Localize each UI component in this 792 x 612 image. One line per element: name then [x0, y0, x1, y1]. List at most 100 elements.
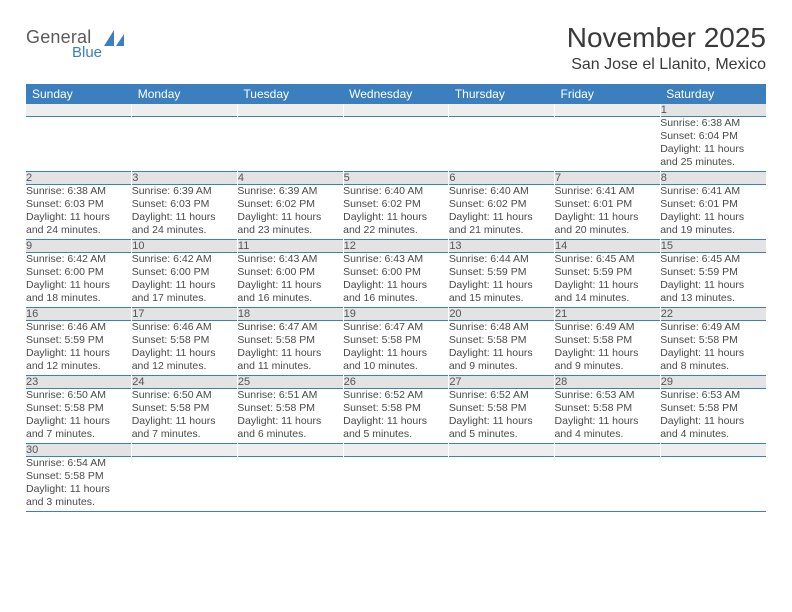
sunrise-text: Sunrise: 6:53 AM: [660, 389, 766, 402]
daylight1-text: Daylight: 11 hours: [555, 415, 661, 428]
daylight1-text: Daylight: 11 hours: [449, 415, 555, 428]
sunset-text: Sunset: 6:04 PM: [660, 130, 766, 143]
day-number-cell: 24: [132, 376, 238, 389]
daylight1-text: Daylight: 11 hours: [449, 279, 555, 292]
sunrise-text: Sunrise: 6:50 AM: [26, 389, 132, 402]
day-number-cell: 22: [660, 308, 766, 321]
day-number-cell: 11: [237, 240, 343, 253]
daylight2-text: and 9 minutes.: [449, 360, 555, 373]
calendar-header-row: Sunday Monday Tuesday Wednesday Thursday…: [26, 84, 766, 104]
calendar-body: 1Sunrise: 6:38 AMSunset: 6:04 PMDaylight…: [26, 104, 766, 512]
day-content-cell: [237, 457, 343, 512]
day-number-cell: 6: [449, 172, 555, 185]
daylight2-text: and 7 minutes.: [132, 428, 238, 441]
daylight2-text: and 23 minutes.: [237, 224, 343, 237]
day-number-cell: 4: [237, 172, 343, 185]
sunrise-text: Sunrise: 6:49 AM: [660, 321, 766, 334]
daylight2-text: and 22 minutes.: [343, 224, 449, 237]
daylight2-text: and 24 minutes.: [26, 224, 132, 237]
day-content-row: Sunrise: 6:42 AMSunset: 6:00 PMDaylight:…: [26, 253, 766, 308]
daylight1-text: Daylight: 11 hours: [26, 279, 132, 292]
sunset-text: Sunset: 5:58 PM: [237, 402, 343, 415]
sunset-text: Sunset: 6:03 PM: [26, 198, 132, 211]
sunrise-text: Sunrise: 6:53 AM: [555, 389, 661, 402]
day-content-row: Sunrise: 6:46 AMSunset: 5:59 PMDaylight:…: [26, 321, 766, 376]
daylight2-text: and 4 minutes.: [660, 428, 766, 441]
daylight1-text: Daylight: 11 hours: [237, 415, 343, 428]
sunrise-text: Sunrise: 6:43 AM: [343, 253, 449, 266]
sunrise-text: Sunrise: 6:42 AM: [26, 253, 132, 266]
sunset-text: Sunset: 5:58 PM: [343, 402, 449, 415]
sunrise-text: Sunrise: 6:42 AM: [132, 253, 238, 266]
day-content-cell: Sunrise: 6:38 AMSunset: 6:04 PMDaylight:…: [660, 117, 766, 172]
day-number-cell: 23: [26, 376, 132, 389]
day-content-cell: [555, 457, 661, 512]
daylight1-text: Daylight: 11 hours: [132, 415, 238, 428]
daylight1-text: Daylight: 11 hours: [132, 347, 238, 360]
day-content-row: Sunrise: 6:50 AMSunset: 5:58 PMDaylight:…: [26, 389, 766, 444]
daylight2-text: and 24 minutes.: [132, 224, 238, 237]
day-content-cell: Sunrise: 6:51 AMSunset: 5:58 PMDaylight:…: [237, 389, 343, 444]
daylight1-text: Daylight: 11 hours: [237, 279, 343, 292]
sunrise-text: Sunrise: 6:46 AM: [26, 321, 132, 334]
daylight1-text: Daylight: 11 hours: [555, 279, 661, 292]
daylight1-text: Daylight: 11 hours: [237, 211, 343, 224]
day-number-cell: 14: [555, 240, 661, 253]
day-number-cell: 29: [660, 376, 766, 389]
day-number-row: 9101112131415: [26, 240, 766, 253]
daylight2-text: and 12 minutes.: [26, 360, 132, 373]
sunrise-text: Sunrise: 6:49 AM: [555, 321, 661, 334]
daylight2-text: and 3 minutes.: [26, 496, 132, 509]
sunset-text: Sunset: 5:59 PM: [660, 266, 766, 279]
logo-text: General Blue: [26, 28, 102, 60]
sunset-text: Sunset: 6:00 PM: [237, 266, 343, 279]
sunset-text: Sunset: 6:03 PM: [132, 198, 238, 211]
daylight2-text: and 5 minutes.: [343, 428, 449, 441]
sunrise-text: Sunrise: 6:38 AM: [26, 185, 132, 198]
day-content-cell: Sunrise: 6:50 AMSunset: 5:58 PMDaylight:…: [132, 389, 238, 444]
day-content-cell: [343, 117, 449, 172]
sunset-text: Sunset: 5:58 PM: [26, 402, 132, 415]
daylight2-text: and 16 minutes.: [237, 292, 343, 305]
day-number-cell: 15: [660, 240, 766, 253]
sunset-text: Sunset: 5:58 PM: [237, 334, 343, 347]
sunset-text: Sunset: 5:58 PM: [555, 402, 661, 415]
day-content-cell: [132, 457, 238, 512]
sunset-text: Sunset: 5:59 PM: [449, 266, 555, 279]
daylight1-text: Daylight: 11 hours: [343, 347, 449, 360]
day-number-cell: 20: [449, 308, 555, 321]
day-number-cell: 26: [343, 376, 449, 389]
daylight1-text: Daylight: 11 hours: [26, 211, 132, 224]
weekday-header: Wednesday: [343, 84, 449, 104]
day-number-cell: 27: [449, 376, 555, 389]
day-content-cell: Sunrise: 6:40 AMSunset: 6:02 PMDaylight:…: [343, 185, 449, 240]
day-content-cell: Sunrise: 6:47 AMSunset: 5:58 PMDaylight:…: [237, 321, 343, 376]
day-content-cell: Sunrise: 6:52 AMSunset: 5:58 PMDaylight:…: [449, 389, 555, 444]
day-number-cell: 7: [555, 172, 661, 185]
day-number-cell: [132, 444, 238, 457]
sunrise-text: Sunrise: 6:54 AM: [26, 457, 132, 470]
daylight2-text: and 9 minutes.: [555, 360, 661, 373]
day-content-row: Sunrise: 6:38 AMSunset: 6:04 PMDaylight:…: [26, 117, 766, 172]
logo-second: Blue: [72, 45, 102, 60]
sunrise-text: Sunrise: 6:40 AM: [449, 185, 555, 198]
daylight2-text: and 16 minutes.: [343, 292, 449, 305]
sunset-text: Sunset: 6:01 PM: [660, 198, 766, 211]
daylight2-text: and 6 minutes.: [237, 428, 343, 441]
day-content-cell: Sunrise: 6:45 AMSunset: 5:59 PMDaylight:…: [555, 253, 661, 308]
sunrise-text: Sunrise: 6:47 AM: [237, 321, 343, 334]
day-content-cell: [26, 117, 132, 172]
daylight2-text: and 14 minutes.: [555, 292, 661, 305]
day-number-cell: 2: [26, 172, 132, 185]
sunrise-text: Sunrise: 6:47 AM: [343, 321, 449, 334]
location: San Jose el Llanito, Mexico: [567, 56, 766, 74]
sunrise-text: Sunrise: 6:39 AM: [132, 185, 238, 198]
sunrise-text: Sunrise: 6:45 AM: [555, 253, 661, 266]
day-number-cell: 3: [132, 172, 238, 185]
day-content-cell: Sunrise: 6:41 AMSunset: 6:01 PMDaylight:…: [555, 185, 661, 240]
day-content-cell: Sunrise: 6:42 AMSunset: 6:00 PMDaylight:…: [26, 253, 132, 308]
weekday-header: Monday: [132, 84, 238, 104]
day-content-row: Sunrise: 6:38 AMSunset: 6:03 PMDaylight:…: [26, 185, 766, 240]
day-content-cell: Sunrise: 6:53 AMSunset: 5:58 PMDaylight:…: [660, 389, 766, 444]
day-number-cell: [555, 104, 661, 117]
